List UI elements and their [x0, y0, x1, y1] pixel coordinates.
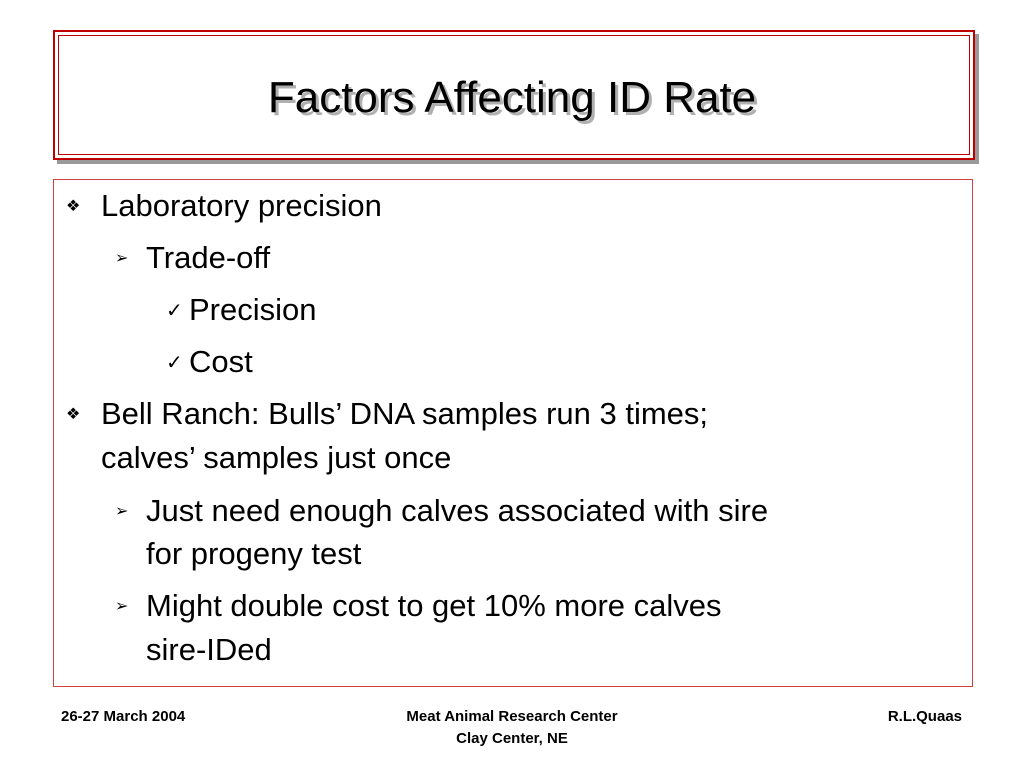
- bullet-text-double-cost-line1: Might double cost to get 10% more calves: [146, 588, 722, 623]
- title-frame: [53, 30, 975, 160]
- bullet-text-enough-calves-line2: for progeny test: [146, 536, 362, 571]
- content-frame: [53, 179, 973, 687]
- check-bullet-icon: ✓: [166, 352, 183, 374]
- bullet-text-double-cost-line2: sire-IDed: [146, 632, 272, 667]
- check-bullet-icon: ✓: [166, 300, 183, 322]
- bullet-text-laboratory-precision: Laboratory precision: [101, 188, 382, 223]
- arrow-bullet-icon: ➢: [115, 503, 129, 520]
- bullet-text-enough-calves-line1: Just need enough calves associated with …: [146, 493, 769, 528]
- bullet-text-trade-off: Trade-off: [146, 240, 271, 275]
- footer-author: R.L.Quaas: [887, 708, 962, 725]
- footer-center: Meat Animal Research Center Clay Center,…: [362, 706, 662, 750]
- arrow-bullet-icon: ➢: [115, 598, 129, 615]
- bullet-text-bell-ranch-line2: calves’ samples just once: [101, 440, 452, 475]
- bullet-text-precision: Precision: [189, 292, 317, 327]
- arrow-bullet-icon: ➢: [115, 250, 129, 267]
- diamond-bullet-icon: ❖: [66, 198, 81, 215]
- bullet-text-bell-ranch-line1: Bell Ranch: Bulls’ DNA samples run 3 tim…: [101, 396, 709, 431]
- footer-location: Clay Center, NE: [456, 730, 568, 747]
- footer-date: 26-27 March 2004: [61, 708, 186, 725]
- diamond-bullet-icon: ❖: [66, 406, 81, 423]
- footer-organization: Meat Animal Research Center: [406, 708, 618, 725]
- bullet-text-cost: Cost: [189, 344, 253, 379]
- slide-title: Factors Affecting ID Rate: [267, 73, 757, 122]
